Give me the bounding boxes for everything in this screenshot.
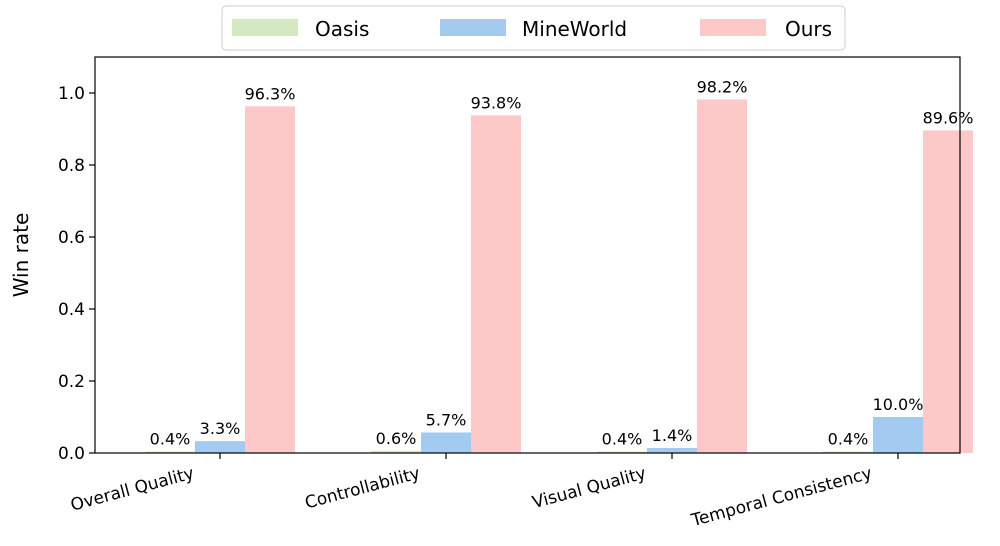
y-axis: 0.0 0.2 0.4 0.6 0.8 1.0 [58,84,95,464]
value-label: 3.3% [200,419,241,438]
category-label: Overall Quality [69,464,197,516]
bar-oasis-4 [823,451,873,453]
legend-swatch-ours [700,19,766,36]
bars-group [145,99,973,453]
bar-mineworld-3 [647,447,697,453]
y-tick-label: 0.2 [58,372,85,392]
bar-ours-1 [245,106,295,453]
bar-ours-4 [923,130,973,453]
legend: Oasis MineWorld Ours [221,5,846,51]
legend-swatch-oasis [232,19,298,36]
category-label: Visual Quality [530,464,648,514]
bar-oasis-2 [371,450,421,453]
value-labels-group: 0.4% 3.3% 96.3% 0.6% 5.7% 93.8% 0.4% 1.4% 98.2% 0… [150,77,974,448]
legend-label-oasis: Oasis [315,17,369,41]
y-tick-label: 0.6 [58,228,85,248]
y-tick-label: 0.4 [58,300,85,320]
y-axis-label: Win rate [9,213,33,298]
bar-mineworld-1 [195,441,245,453]
value-label: 0.4% [150,430,191,449]
bar-oasis-1 [145,451,195,453]
category-label: Controllability [303,464,422,514]
y-tick-label: 0.0 [58,444,85,464]
bar-ours-3 [697,99,747,453]
legend-swatch-mineworld [440,19,506,36]
bar-ours-2 [471,115,521,453]
legend-label-ours: Ours [785,17,832,41]
value-label: 0.4% [828,430,869,449]
value-label: 1.4% [652,426,693,445]
value-label: 0.6% [376,429,417,448]
category-label: Temporal Consistency [688,464,874,532]
bar-oasis-3 [597,451,647,453]
value-label: 5.7% [426,410,467,429]
value-label: 10.0% [873,395,924,414]
bar-mineworld-2 [421,432,471,453]
bar-mineworld-4 [873,417,923,453]
value-label: 93.8% [471,93,522,112]
value-label: 98.2% [697,77,748,96]
plot-frame [94,56,961,454]
value-label: 0.4% [602,430,643,449]
y-tick-label: 1.0 [58,84,85,104]
legend-box [221,5,846,51]
value-label: 89.6% [923,108,974,127]
value-label: 96.3% [245,84,296,103]
x-axis: Overall Quality Controllability Visual Qua… [69,453,899,532]
legend-label-mineworld: MineWorld [522,17,627,41]
y-tick-label: 0.8 [58,156,85,176]
